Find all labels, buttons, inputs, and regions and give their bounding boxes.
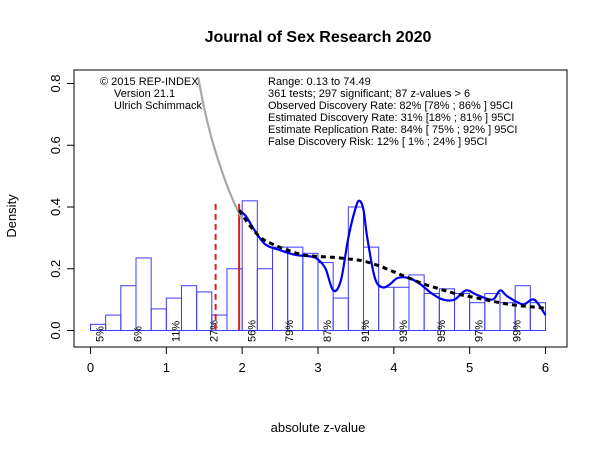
power-label: 56% xyxy=(246,320,258,342)
power-label: 93% xyxy=(398,320,410,342)
y-tick-label: 0.8 xyxy=(48,74,63,92)
y-tick-label: 0.0 xyxy=(48,321,63,339)
y-tick-label: 0.6 xyxy=(48,136,63,154)
histogram-bar xyxy=(317,262,334,332)
annotation-right: Range: 0.13 to 74.49 361 tests; 297 sign… xyxy=(268,76,517,148)
x-tick-label: 4 xyxy=(390,360,397,375)
histogram-bar xyxy=(256,268,273,331)
annotation-edr: Estimated Discovery Rate: 31% [18% ; 81%… xyxy=(268,112,514,124)
power-label: 97% xyxy=(474,320,486,342)
power-label: 79% xyxy=(284,320,296,342)
histogram-bar xyxy=(408,274,425,331)
x-tick-label: 1 xyxy=(163,360,170,375)
histogram-bars xyxy=(90,200,546,332)
histogram-bar xyxy=(332,297,349,331)
histogram-bar xyxy=(241,200,258,331)
y-axis: 0.0 0.2 0.4 0.6 0.8 xyxy=(48,74,75,340)
annotation-range: Range: 0.13 to 74.49 xyxy=(268,76,371,88)
power-label: 95% xyxy=(436,320,448,342)
x-tick-label: 3 xyxy=(314,360,321,375)
histogram-bar xyxy=(196,291,213,331)
annotation-odr: Observed Discovery Rate: 82% [78% ; 86% … xyxy=(268,100,513,112)
x-tick-label: 5 xyxy=(466,360,473,375)
power-label: 6% xyxy=(133,326,145,342)
annotation-fdr: False Discovery Risk: 12% [ 1% ; 24% ] 9… xyxy=(268,136,487,148)
x-tick-label: 0 xyxy=(87,360,94,375)
histogram-bar xyxy=(105,314,122,331)
power-label: 87% xyxy=(322,320,334,342)
annotation-left-line-2: Version 21.1 xyxy=(114,88,175,100)
power-label: 5% xyxy=(95,326,107,342)
annotation-left-line-1: © 2015 REP-INDEX xyxy=(100,76,199,88)
histogram-bar xyxy=(120,285,137,332)
y-tick-label: 0.4 xyxy=(48,198,63,216)
annotation-left: © 2015 REP-INDEX Version 21.1 Ulrich Sch… xyxy=(100,76,203,112)
curve-gray-solid xyxy=(197,77,244,220)
histogram-bar xyxy=(135,257,152,332)
y-tick-label: 0.2 xyxy=(48,260,63,278)
histogram-bar xyxy=(378,286,395,331)
power-labels: 5% 6% 11% 27% 56% 79% 87% 91% 93% 95% 97% 99% xyxy=(95,320,524,342)
y-axis-label: Density xyxy=(4,194,19,238)
power-label: 27% xyxy=(208,320,220,342)
histogram-bar xyxy=(302,252,319,331)
histogram-bar xyxy=(271,246,289,331)
power-label: 11% xyxy=(170,321,182,342)
annotation-left-line-3: Ulrich Schimmack xyxy=(114,100,203,112)
x-axis: 0 1 2 3 4 5 6 xyxy=(87,346,549,375)
annotation-err: Estimate Replication Rate: 84% [ 75% ; 9… xyxy=(268,124,517,136)
histogram-bar xyxy=(150,308,167,332)
chart-title: Journal of Sex Research 2020 xyxy=(205,29,432,46)
curve-black-dashed xyxy=(237,209,546,310)
curves xyxy=(197,77,547,316)
annotation-tests: 361 tests; 297 significant; 87 z-values … xyxy=(268,88,470,100)
histogram-bar xyxy=(287,246,304,331)
x-tick-label: 2 xyxy=(239,360,246,375)
x-tick-label: 6 xyxy=(542,360,549,375)
x-axis-label: absolute z-value xyxy=(271,420,366,435)
power-label: 91% xyxy=(360,320,372,342)
reference-lines xyxy=(214,203,241,331)
power-label: 99% xyxy=(512,320,524,342)
histogram-bar xyxy=(180,285,198,332)
